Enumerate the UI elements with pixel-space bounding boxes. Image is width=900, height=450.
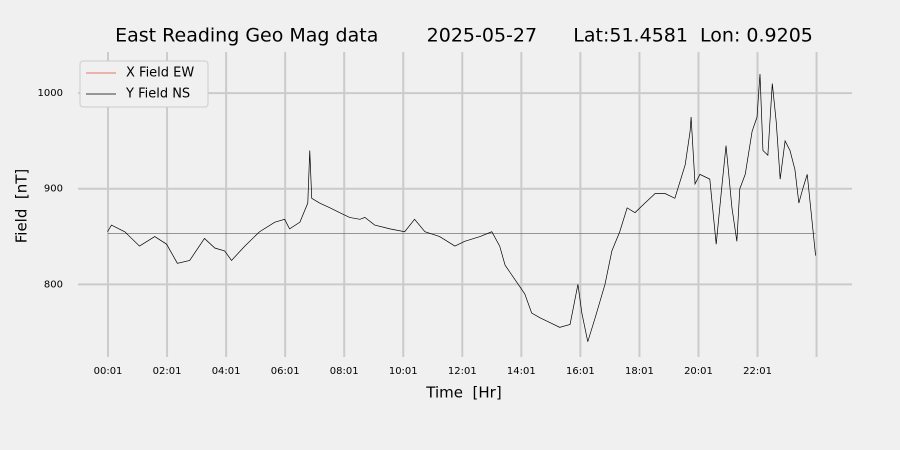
x-tick-label: 14:01 (507, 366, 536, 377)
chart-title: East Reading Geo Mag data 2025-05-27 Lat… (115, 25, 813, 47)
y-tick-label: 1000 (38, 88, 63, 99)
x-tick-label: 06:01 (271, 366, 300, 377)
legend: X Field EW Y Field NS (79, 60, 209, 108)
plot-lines (107, 73, 816, 342)
y-tick-label: 900 (44, 184, 63, 195)
x-tick-label: 04:01 (212, 366, 241, 377)
x-axis-label: Time [Hr] (425, 384, 501, 402)
x-tick-label: 08:01 (330, 366, 359, 377)
x-tick-label: 02:01 (153, 366, 182, 377)
legend-label: Y Field NS (125, 87, 190, 102)
x-tick-label: 12:01 (448, 366, 477, 377)
x-tick-label: 18:01 (625, 366, 654, 377)
data-line (107, 73, 816, 342)
grid: 800 900 1000 00:01 02:01 04:01 06:01 08:01 10:01… (38, 52, 852, 377)
x-tick-label: 20:01 (684, 366, 713, 377)
legend-label: X Field EW (126, 66, 194, 81)
x-tick-label: 00:01 (94, 366, 123, 377)
y-tick-label: 800 (44, 279, 63, 290)
legend-box (79, 60, 209, 108)
x-tick-label: 10:01 (389, 366, 418, 377)
y-axis-label: Field [nT] (13, 169, 31, 244)
x-tick-label: 22:01 (743, 366, 772, 377)
x-tick-label: 16:01 (566, 366, 595, 377)
